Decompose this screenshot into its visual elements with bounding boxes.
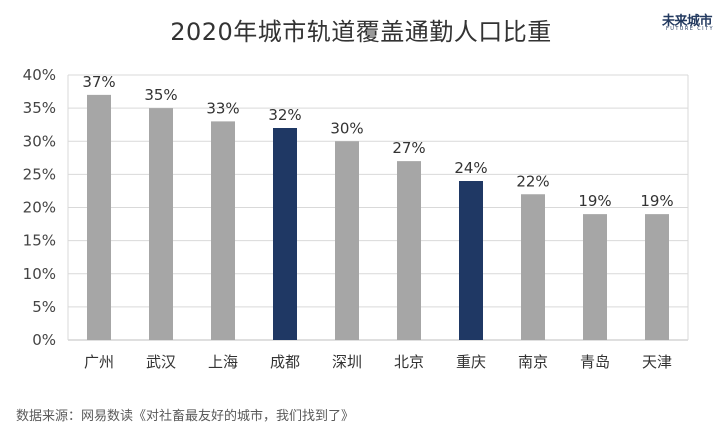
x-tick-label: 上海: [208, 353, 238, 371]
bar-4: [335, 141, 359, 340]
data-label: 32%: [268, 106, 301, 124]
future-city-logo: 未来城市 FUTURE CITY: [662, 10, 716, 32]
y-tick-label: 0%: [32, 331, 56, 349]
data-label: 30%: [330, 119, 363, 137]
bar-3: [273, 128, 297, 340]
bar-6: [459, 181, 483, 340]
logo-main-text: 未来城市: [662, 14, 713, 29]
y-tick-label: 10%: [23, 265, 56, 283]
y-tick-label: 15%: [23, 232, 56, 250]
data-label: 22%: [516, 172, 549, 190]
data-label: 33%: [206, 99, 239, 117]
bar-9: [645, 214, 669, 340]
bar-5: [397, 161, 421, 340]
x-tick-label: 广州: [84, 353, 114, 371]
logo-sub-text: FUTURE CITY: [666, 26, 714, 32]
bar-2: [211, 121, 235, 340]
x-tick-label: 天津: [642, 353, 672, 371]
x-tick-label: 成都: [270, 353, 300, 371]
x-tick-label: 武汉: [146, 353, 176, 371]
bar-0: [87, 94, 111, 340]
y-tick-label: 25%: [23, 165, 56, 183]
y-tick-label: 5%: [32, 298, 56, 316]
x-tick-label: 重庆: [456, 353, 486, 371]
data-source-note: 数据来源：网易数读《对社畜最友好的城市，我们找到了》: [16, 409, 355, 424]
data-label: 37%: [82, 73, 115, 91]
chart-title: 2020年城市轨道覆盖通勤人口比重: [170, 18, 552, 46]
data-label: 19%: [578, 192, 611, 210]
x-tick-label: 北京: [394, 353, 424, 371]
x-tick-label: 青岛: [580, 353, 610, 371]
bar-8: [583, 214, 607, 340]
bar-1: [149, 108, 173, 340]
y-tick-label: 30%: [23, 132, 56, 150]
y-tick-label: 20%: [23, 199, 56, 217]
y-tick-label: 35%: [23, 99, 56, 117]
data-label: 35%: [144, 86, 177, 104]
bar-7: [521, 194, 545, 340]
data-label: 27%: [392, 139, 425, 157]
y-tick-label: 40%: [23, 66, 56, 84]
data-label: 19%: [640, 192, 673, 210]
data-label: 24%: [454, 159, 487, 177]
x-tick-label: 南京: [518, 353, 548, 371]
x-tick-label: 深圳: [332, 353, 362, 371]
